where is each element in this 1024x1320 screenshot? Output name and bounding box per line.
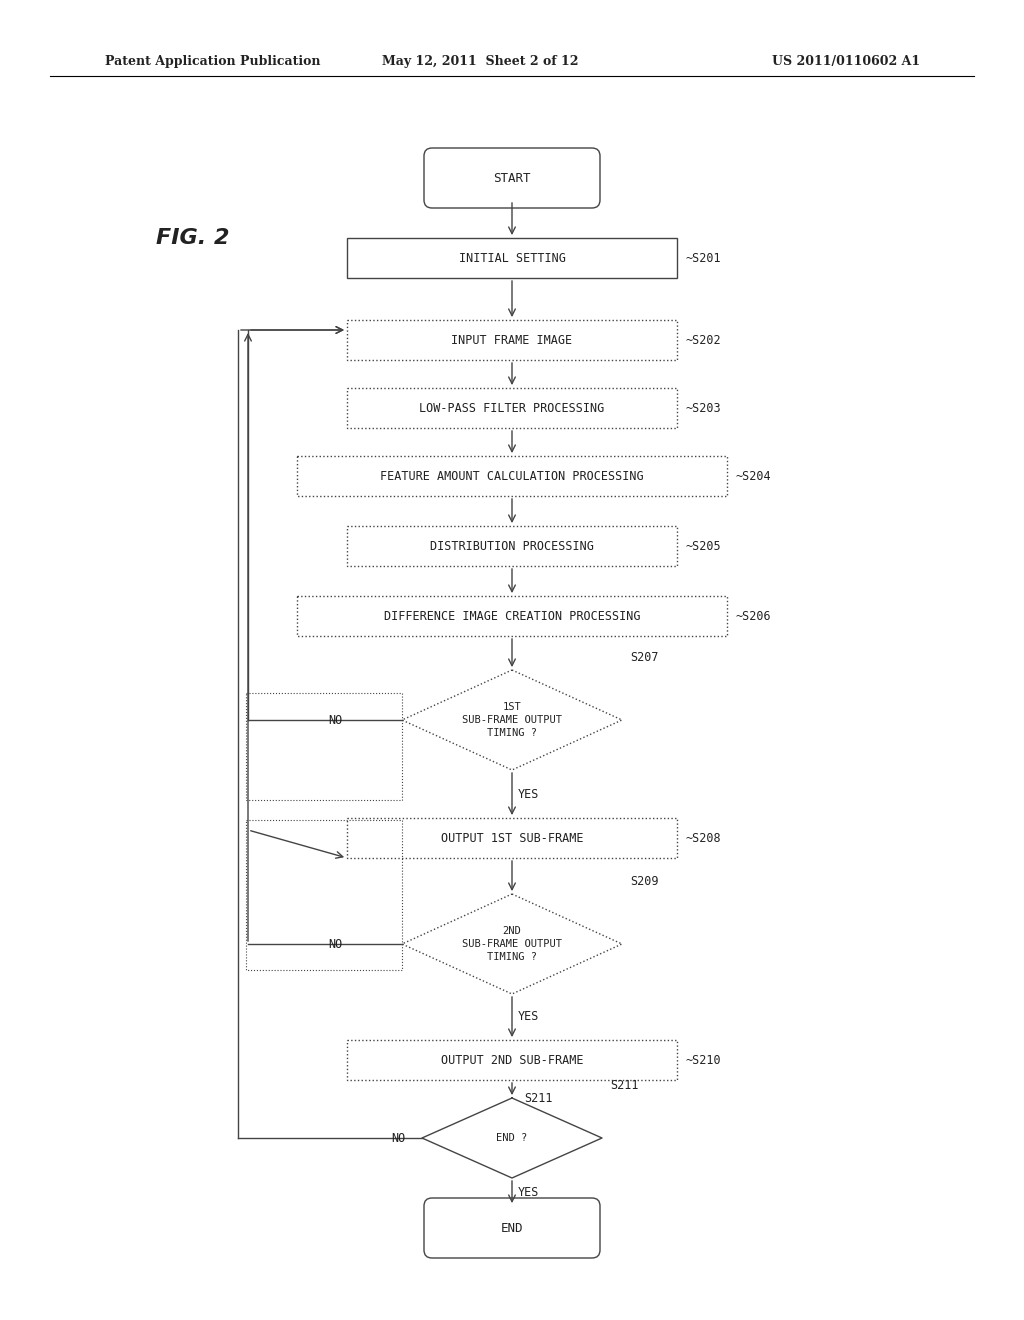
Text: Patent Application Publication: Patent Application Publication (105, 55, 321, 69)
Text: May 12, 2011  Sheet 2 of 12: May 12, 2011 Sheet 2 of 12 (382, 55, 579, 69)
Text: ~S203: ~S203 (685, 401, 721, 414)
Text: INPUT FRAME IMAGE: INPUT FRAME IMAGE (452, 334, 572, 346)
Text: LOW-PASS FILTER PROCESSING: LOW-PASS FILTER PROCESSING (420, 401, 604, 414)
Bar (347, 319, 677, 360)
Text: OUTPUT 2ND SUB-FRAME: OUTPUT 2ND SUB-FRAME (440, 1053, 584, 1067)
Text: 1ST
SUB-FRAME OUTPUT
TIMING ?: 1ST SUB-FRAME OUTPUT TIMING ? (462, 702, 562, 738)
Text: S211: S211 (524, 1092, 553, 1105)
Text: END ?: END ? (497, 1133, 527, 1143)
Text: FEATURE AMOUNT CALCULATION PROCESSING: FEATURE AMOUNT CALCULATION PROCESSING (380, 470, 644, 483)
Text: DISTRIBUTION PROCESSING: DISTRIBUTION PROCESSING (430, 540, 594, 553)
Text: ~S210: ~S210 (685, 1053, 721, 1067)
Text: ~S206: ~S206 (735, 610, 771, 623)
Bar (246, 693, 402, 800)
Bar (297, 455, 727, 496)
Bar (347, 238, 677, 279)
Text: END: END (501, 1221, 523, 1234)
Text: ~S202: ~S202 (685, 334, 721, 346)
Text: S211: S211 (610, 1078, 639, 1092)
Text: DIFFERENCE IMAGE CREATION PROCESSING: DIFFERENCE IMAGE CREATION PROCESSING (384, 610, 640, 623)
Bar (246, 820, 402, 970)
Text: OUTPUT 1ST SUB-FRAME: OUTPUT 1ST SUB-FRAME (440, 832, 584, 845)
Text: 2ND
SUB-FRAME OUTPUT
TIMING ?: 2ND SUB-FRAME OUTPUT TIMING ? (462, 925, 562, 962)
Bar (297, 597, 727, 636)
Text: NO: NO (328, 937, 342, 950)
Bar (347, 818, 677, 858)
Text: YES: YES (518, 1011, 540, 1023)
Bar (347, 525, 677, 566)
Text: START: START (494, 172, 530, 185)
Text: NO: NO (391, 1131, 406, 1144)
Text: YES: YES (518, 1185, 540, 1199)
Text: ~S208: ~S208 (685, 832, 721, 845)
Text: INITIAL SETTING: INITIAL SETTING (459, 252, 565, 264)
Text: FIG. 2: FIG. 2 (157, 228, 229, 248)
Text: S207: S207 (630, 651, 658, 664)
Bar (347, 1040, 677, 1080)
Text: YES: YES (518, 788, 540, 800)
Text: ~S205: ~S205 (685, 540, 721, 553)
Text: US 2011/0110602 A1: US 2011/0110602 A1 (772, 55, 920, 69)
Text: ~S204: ~S204 (735, 470, 771, 483)
Bar (347, 388, 677, 428)
Text: ~S201: ~S201 (685, 252, 721, 264)
Text: S209: S209 (630, 875, 658, 888)
Text: NO: NO (328, 714, 342, 726)
